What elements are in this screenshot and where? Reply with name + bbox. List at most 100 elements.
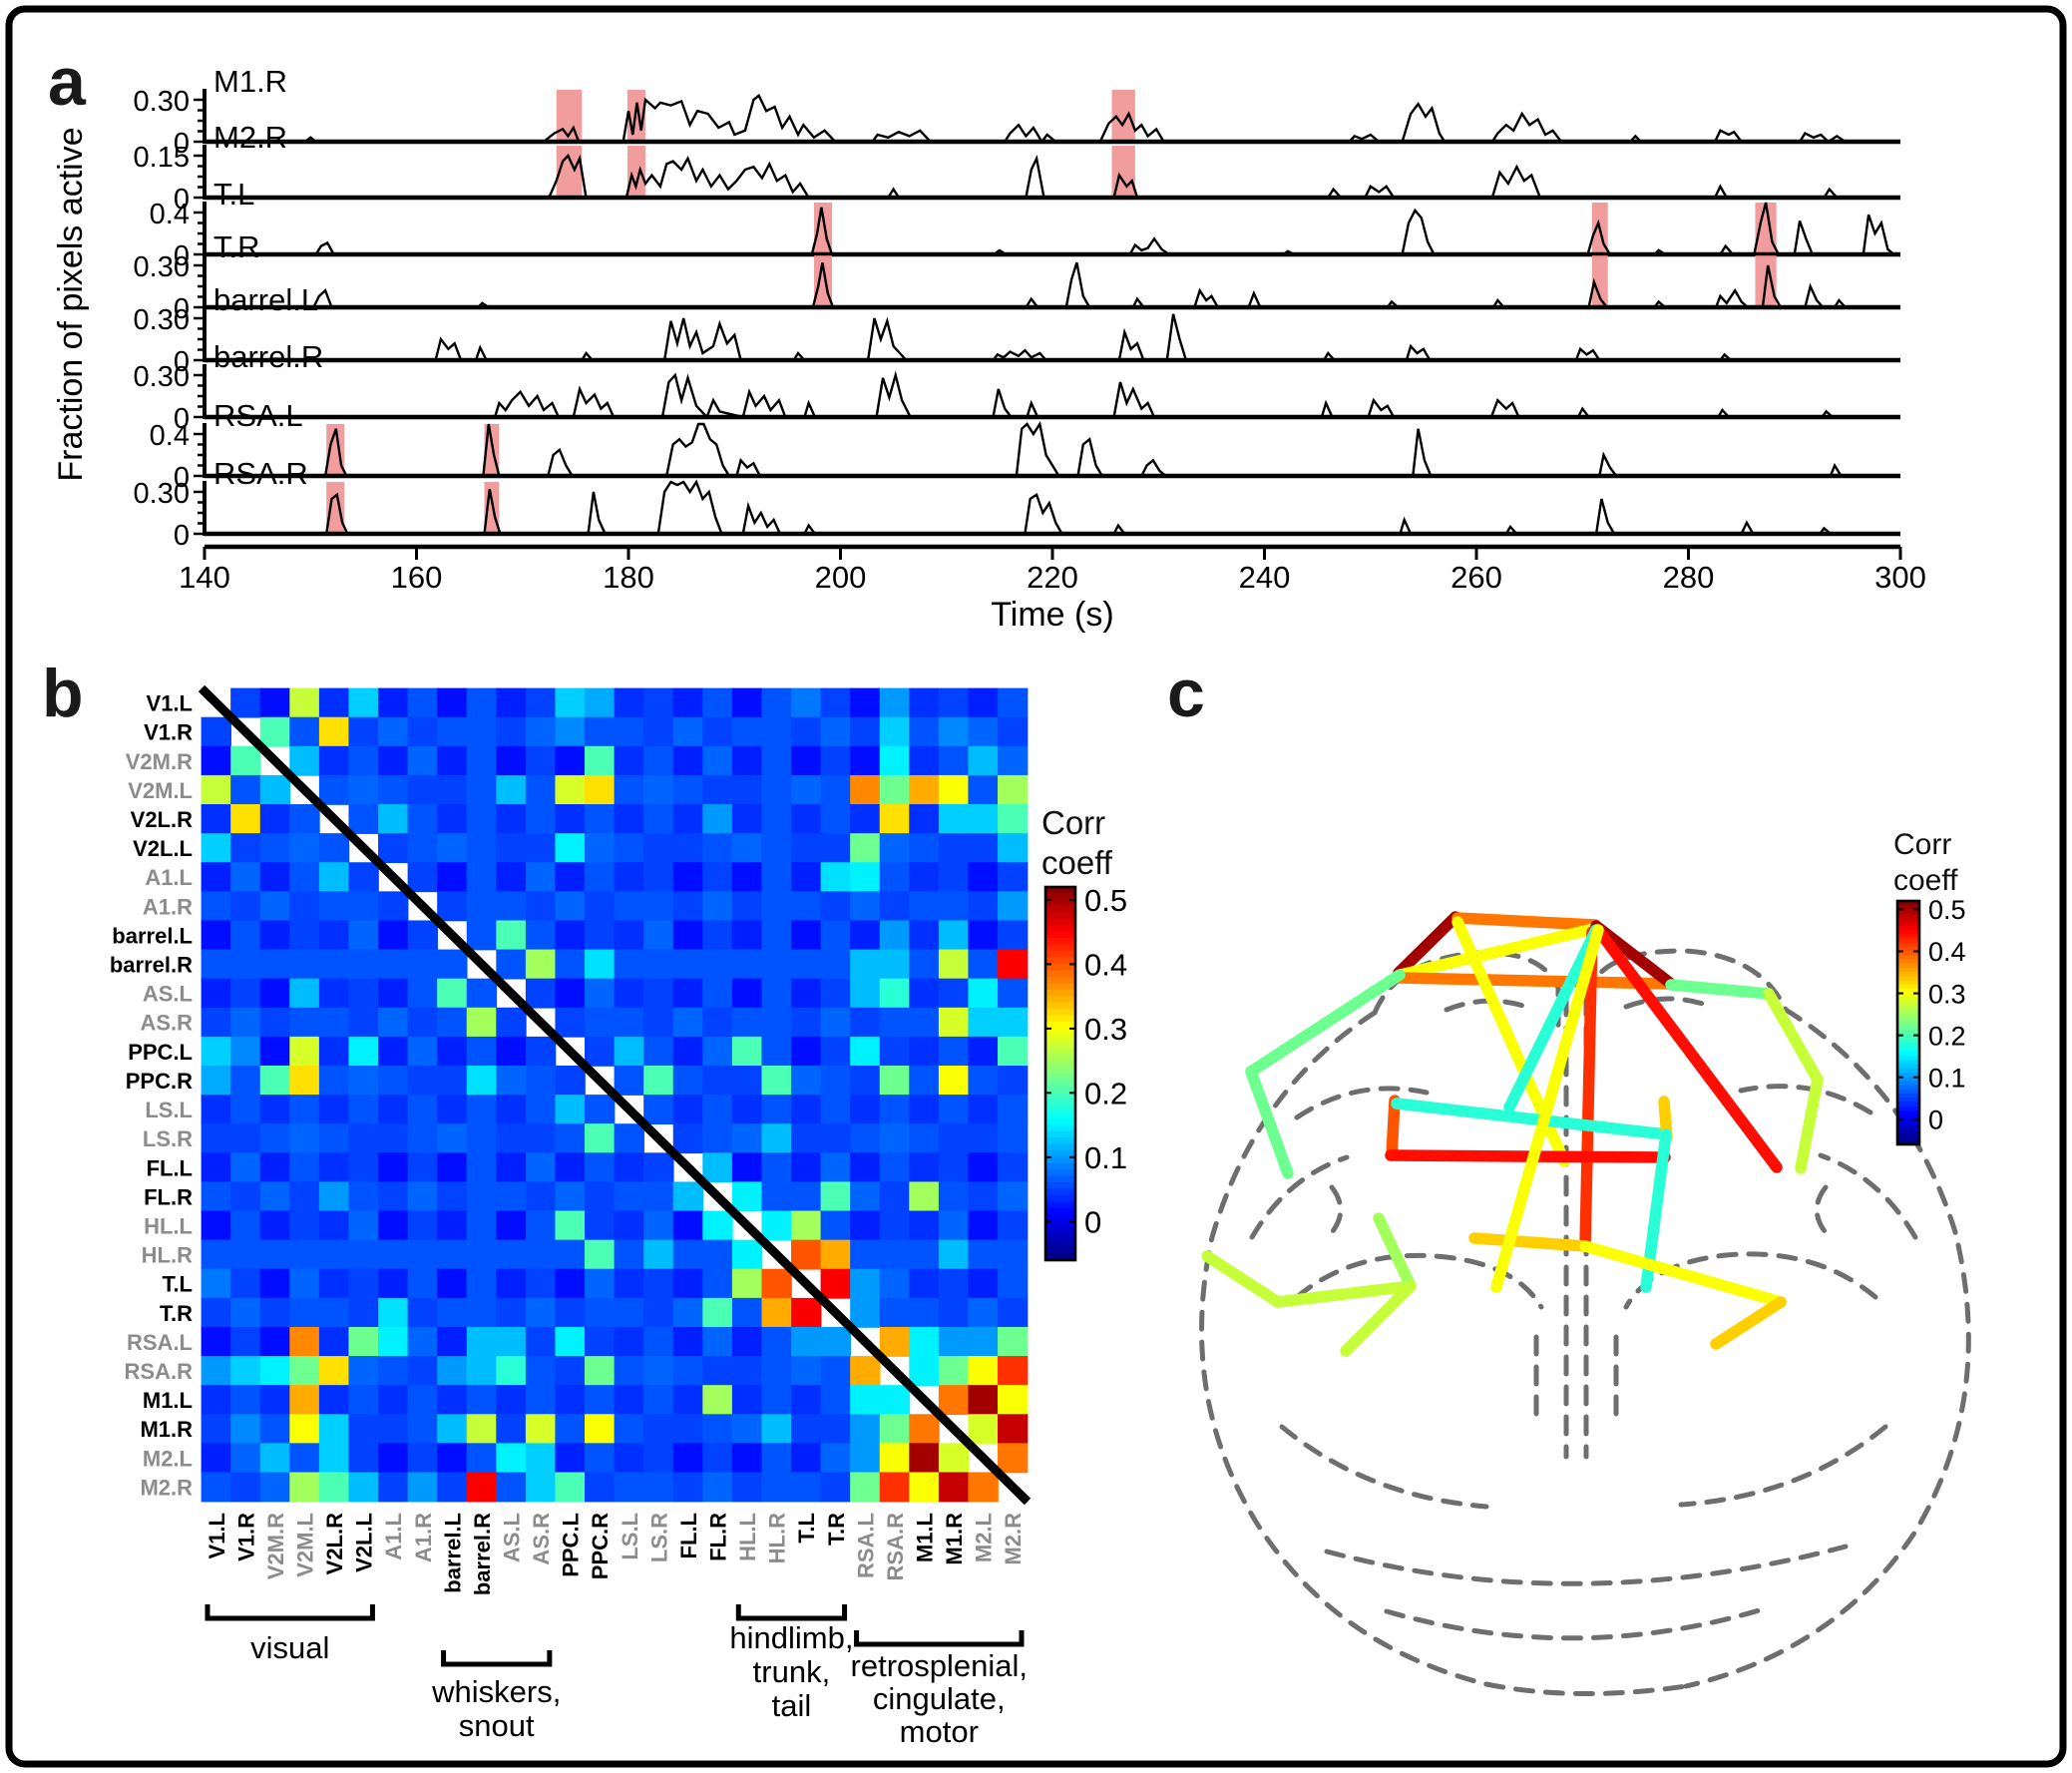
colorbar-tick-label: 0: [1084, 1204, 1101, 1239]
event-highlight-band: [556, 146, 583, 199]
correlation-edge: [1395, 923, 1599, 981]
trace-T.R: [205, 261, 1900, 309]
figure-border: [5, 5, 2067, 1768]
trace-RSA.L: [205, 420, 1900, 478]
trace-label: M1.R: [213, 64, 287, 99]
matrix-col-label: T.L: [794, 1513, 819, 1544]
event-highlight-band: [1111, 90, 1135, 143]
colorbar-c-title-line2: coeff: [1893, 864, 1958, 897]
matrix-col-label: AS.L: [500, 1513, 525, 1562]
matrix-col-label: LS.R: [646, 1513, 671, 1562]
trace-label: RSA.R: [213, 456, 308, 491]
event-highlight-band: [1591, 255, 1608, 308]
correlation-edge: [1373, 1212, 1417, 1292]
group-label: snout: [459, 1708, 535, 1743]
trace-label: M2.R: [213, 120, 287, 155]
matrix-col-label: FL.L: [676, 1513, 701, 1558]
y-tick-label: 0: [174, 293, 190, 325]
correlation-edge: [1245, 969, 1406, 1078]
y-tick-label: 0: [174, 240, 190, 272]
trace-T.L: [205, 202, 1900, 256]
group-label: cingulate,: [873, 1681, 1006, 1716]
group-label: hindlimb,: [729, 1620, 853, 1655]
trace-label: T.R: [213, 229, 260, 264]
colorbar-tick-label: 0.1: [1928, 1063, 1966, 1093]
matrix-row-label: V1.R: [144, 720, 193, 745]
y-tick-label: 0.30: [134, 251, 190, 283]
matrix-row-label: V2L.R: [131, 807, 193, 832]
matrix-row-label: M2.R: [140, 1475, 193, 1500]
matrix-row-label: PPC.L: [128, 1040, 193, 1065]
correlation-edge: [1386, 1095, 1401, 1161]
correlation-edge: [1201, 1250, 1284, 1308]
colorbar-tick-label: 0.3: [1928, 979, 1966, 1009]
y-tick-label: 0.30: [134, 361, 190, 393]
matrix-col-label: PPC.L: [559, 1513, 584, 1577]
trace-barrel.R: [205, 370, 1900, 420]
colorbar: [1895, 899, 1921, 1146]
group-bracket: [205, 1604, 375, 1621]
trace-label: barrel.R: [213, 339, 323, 374]
matrix-row-label: HL.L: [144, 1213, 193, 1238]
matrix-row-label: RSA.L: [127, 1330, 193, 1355]
correlation-edge: [1579, 1240, 1787, 1308]
matrix-row-label: A1.L: [145, 865, 193, 890]
colorbar-tick-label: 0: [1928, 1105, 1943, 1134]
group-bracket: [441, 1650, 553, 1667]
colorbar-tick-label: 0.5: [1084, 883, 1127, 918]
trace-M2.R: [205, 153, 1900, 200]
x-axis-title: Time (s): [991, 596, 1113, 634]
matrix-row-label: AS.L: [143, 982, 193, 1007]
colorbar-tick-label: 0.2: [1084, 1077, 1127, 1111]
matrix-col-label: V1.R: [233, 1513, 258, 1561]
matrix-col-label: FL.R: [706, 1513, 731, 1561]
matrix-col-label: M1.L: [913, 1513, 938, 1562]
y-tick-label: 0: [174, 346, 190, 378]
matrix-row-label: LS.R: [143, 1126, 193, 1151]
correlation-edge: [1665, 979, 1775, 1000]
correlation-edge: [1272, 1280, 1417, 1308]
colorbar-b-title-line1: Corr: [1041, 804, 1105, 841]
matrix-row-label: RSA.R: [125, 1359, 194, 1384]
y-tick-label: 0.15: [134, 142, 190, 174]
correlation-edge: [1340, 1280, 1417, 1357]
matrix-col-label: LS.L: [618, 1513, 642, 1560]
group-label: retrosplenial,: [851, 1648, 1028, 1683]
matrix-col-label: M2.R: [1001, 1513, 1026, 1565]
correlation-edge: [1503, 924, 1602, 1113]
matrix-col-label: V1.L: [205, 1513, 229, 1558]
y-tick-label: 0: [174, 184, 190, 216]
group-bracket: [854, 1630, 1025, 1647]
y-tick-label: 0: [174, 403, 190, 435]
y-tick-label: 0: [174, 128, 190, 160]
group-label: tail: [772, 1688, 812, 1723]
colorbar-b-title-line2: coeff: [1041, 844, 1113, 881]
trace-label: RSA.L: [213, 398, 303, 433]
group-bracket: [735, 1604, 848, 1621]
matrix-col-label: A1.L: [381, 1513, 406, 1560]
matrix-row-label: M1.L: [143, 1388, 193, 1413]
matrix-col-label: T.R: [824, 1513, 849, 1546]
x-tick-label: 260: [1450, 560, 1502, 595]
matrix-col-label: V2L.R: [322, 1513, 347, 1574]
trace-M1.R: [205, 93, 1900, 145]
trace-RSA.R: [205, 479, 1900, 536]
correlation-edge: [1394, 972, 1674, 990]
colorbar: [1043, 885, 1077, 1262]
y-tick-label: 0.30: [134, 304, 190, 336]
panel-a-letter: a: [48, 44, 87, 120]
matrix-col-label: AS.R: [529, 1513, 554, 1565]
x-tick-label: 300: [1874, 560, 1926, 595]
panel-a-activity-traces: 0.300M1.R0.150M2.R0.40T.L0.300T.R0.300ba…: [134, 64, 1926, 595]
panel-b-letter: b: [42, 656, 84, 731]
correlation-edge: [1579, 926, 1598, 1252]
y-tick-label: 0.4: [150, 420, 190, 452]
correlation-edge: [1795, 1074, 1824, 1174]
panel-c-letter: c: [1167, 656, 1205, 731]
event-highlight-band: [626, 146, 645, 199]
group-label: motor: [900, 1714, 979, 1749]
matrix-col-label: HL.L: [735, 1513, 760, 1561]
colorbar-tick-label: 0.5: [1928, 895, 1966, 925]
y-tick-label: 0.30: [134, 478, 190, 510]
